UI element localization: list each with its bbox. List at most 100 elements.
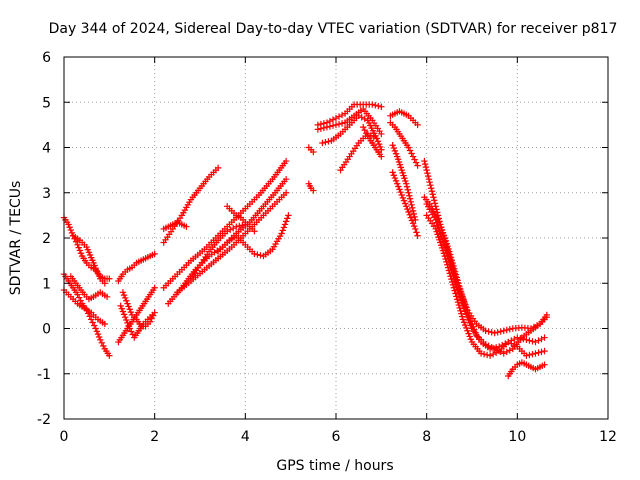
data-point bbox=[489, 350, 497, 358]
data-point bbox=[120, 311, 128, 318]
data-point bbox=[443, 249, 450, 257]
data-point bbox=[68, 229, 76, 237]
series-track-32 bbox=[423, 200, 548, 359]
series-track-17 bbox=[187, 221, 249, 282]
data-point bbox=[285, 212, 292, 219]
data-point bbox=[122, 313, 129, 321]
data-point bbox=[446, 251, 454, 258]
data-point bbox=[128, 328, 135, 335]
data-point bbox=[374, 138, 382, 145]
data-point bbox=[414, 232, 421, 239]
data-point bbox=[409, 220, 417, 227]
data-point bbox=[370, 133, 377, 141]
data-point bbox=[483, 351, 491, 359]
data-point bbox=[183, 223, 190, 230]
data-point bbox=[148, 315, 155, 322]
data-point bbox=[411, 213, 418, 221]
y-tick-label: 3 bbox=[42, 186, 51, 202]
x-tick-label: 12 bbox=[599, 429, 617, 445]
series-track-22 bbox=[319, 112, 380, 147]
data-point bbox=[427, 182, 434, 189]
data-point bbox=[485, 328, 492, 335]
data-point bbox=[233, 223, 240, 230]
series-track-11 bbox=[160, 218, 190, 233]
data-point bbox=[95, 333, 103, 341]
data-point bbox=[414, 121, 421, 129]
data-marks bbox=[60, 101, 550, 380]
data-point bbox=[122, 294, 129, 302]
data-point bbox=[457, 307, 464, 315]
data-point bbox=[76, 247, 84, 254]
data-point bbox=[323, 123, 331, 131]
data-point bbox=[355, 112, 362, 120]
data-point bbox=[458, 310, 465, 317]
data-point bbox=[444, 255, 452, 262]
data-point bbox=[412, 225, 419, 233]
data-point bbox=[413, 229, 420, 236]
data-point bbox=[77, 297, 84, 304]
series-track-12 bbox=[160, 157, 290, 291]
series-track-4 bbox=[67, 273, 111, 303]
data-point bbox=[405, 208, 412, 216]
series-track-18 bbox=[305, 180, 317, 194]
data-point bbox=[106, 352, 113, 359]
data-point bbox=[98, 339, 105, 347]
data-point bbox=[100, 342, 107, 350]
data-point bbox=[543, 313, 550, 321]
data-point bbox=[496, 343, 503, 350]
data-point bbox=[502, 340, 509, 347]
data-point bbox=[372, 102, 379, 109]
data-point bbox=[489, 344, 497, 352]
series-track-15 bbox=[214, 212, 292, 260]
data-point bbox=[497, 328, 504, 335]
data-point bbox=[281, 221, 289, 228]
y-axis-label: SDTVAR / TECUs bbox=[8, 181, 24, 296]
data-point bbox=[332, 121, 340, 129]
data-point bbox=[446, 261, 453, 268]
data-point bbox=[101, 320, 108, 328]
data-point bbox=[447, 264, 454, 271]
data-point bbox=[466, 333, 473, 340]
data-point bbox=[407, 198, 414, 205]
data-point bbox=[453, 293, 460, 300]
data-point bbox=[338, 120, 346, 127]
data-point bbox=[523, 352, 530, 359]
x-axis-label: GPS time / hours bbox=[276, 458, 393, 474]
data-point bbox=[242, 221, 249, 228]
data-point bbox=[451, 268, 459, 275]
series-track-1 bbox=[60, 214, 113, 282]
y-tick-label: -2 bbox=[37, 412, 51, 428]
data-point bbox=[326, 123, 334, 130]
data-point bbox=[236, 222, 243, 230]
data-point bbox=[398, 191, 405, 199]
data-point bbox=[129, 331, 136, 338]
data-point bbox=[412, 159, 420, 166]
data-point bbox=[482, 327, 489, 334]
data-point bbox=[282, 157, 290, 165]
data-point bbox=[375, 102, 382, 110]
data-point bbox=[320, 124, 328, 132]
data-point bbox=[358, 114, 365, 121]
data-point bbox=[526, 337, 533, 344]
data-point bbox=[101, 280, 108, 287]
data-point bbox=[458, 313, 466, 320]
data-point bbox=[97, 336, 104, 344]
data-point bbox=[74, 241, 81, 248]
data-point bbox=[429, 191, 436, 198]
data-point bbox=[464, 313, 471, 321]
data-point bbox=[454, 277, 461, 284]
data-point bbox=[335, 113, 343, 120]
data-point bbox=[251, 250, 258, 258]
data-point bbox=[284, 215, 291, 222]
data-point bbox=[317, 125, 325, 132]
data-point bbox=[406, 147, 414, 154]
data-point bbox=[455, 301, 463, 309]
data-point bbox=[449, 269, 456, 277]
y-tick-label: 6 bbox=[42, 50, 51, 66]
x-tick-label: 8 bbox=[422, 429, 431, 445]
data-point bbox=[411, 156, 418, 163]
data-point bbox=[278, 230, 285, 237]
series-track-21 bbox=[314, 105, 385, 138]
data-point bbox=[410, 210, 418, 218]
series-track-31 bbox=[423, 212, 548, 359]
